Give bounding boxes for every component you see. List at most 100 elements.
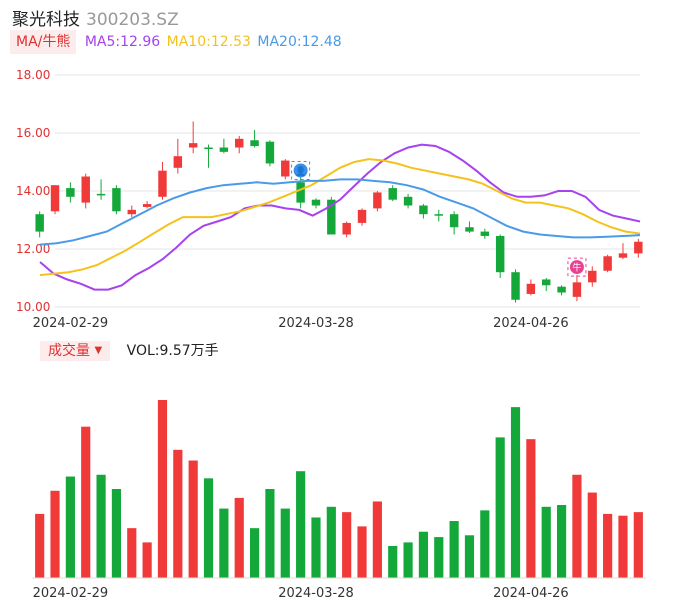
volume-value: VOL:9.57万手 — [126, 343, 219, 359]
candle-body — [388, 188, 397, 200]
ma20-value: MA20:12.48 — [257, 34, 342, 50]
candle-body — [142, 204, 152, 207]
volume-bar — [326, 506, 336, 578]
price-tick-label: 12.00 — [16, 242, 50, 256]
volume-indicator-bar: 成交量 ▼ VOL:9.57万手 — [40, 341, 219, 361]
buy-marker-icon — [293, 163, 308, 178]
candle-body — [50, 185, 60, 212]
volume-bar — [510, 407, 521, 578]
volume-bar — [111, 489, 122, 578]
candle-body — [542, 279, 551, 286]
candle-body — [403, 196, 413, 206]
volume-bar — [633, 512, 643, 578]
volume-bar — [157, 400, 168, 578]
volume-date-label: 2024-04-26 — [493, 586, 569, 601]
ma10-value: MA10:12.53 — [166, 34, 251, 50]
candle-body — [434, 214, 443, 216]
volume-bar — [603, 513, 613, 578]
candle-body — [127, 209, 136, 215]
candle-body — [480, 231, 490, 236]
candle-body — [250, 140, 259, 147]
volume-bar — [480, 510, 490, 578]
candle-body — [281, 160, 290, 177]
candle-body — [557, 286, 566, 293]
ma10-line — [39, 158, 641, 277]
volume-bar — [556, 505, 567, 578]
buy-marker-label: 👤 — [295, 165, 306, 177]
candle-body — [588, 270, 597, 283]
volume-bar — [403, 542, 413, 578]
volume-bar — [280, 508, 290, 578]
candle-body — [235, 138, 244, 148]
sell-marker-frame — [567, 257, 587, 277]
volume-bar — [249, 528, 260, 578]
volume-bar — [526, 439, 536, 578]
candle-body — [96, 193, 106, 196]
candle-body — [173, 156, 183, 168]
volume-bar — [388, 545, 398, 578]
candle-body — [419, 205, 428, 215]
candle-body — [81, 176, 90, 203]
volume-bar — [495, 437, 505, 578]
volume-bar — [418, 531, 429, 578]
candle-body — [373, 192, 382, 209]
price-tick-label: 10.00 — [16, 300, 50, 314]
volume-bar — [342, 512, 352, 578]
candle-body — [618, 253, 628, 258]
candle-body — [327, 199, 336, 235]
volume-bar — [311, 517, 321, 578]
volume-bar — [203, 478, 214, 578]
volume-bar — [587, 492, 597, 578]
candle-body — [311, 199, 321, 206]
volume-bar — [65, 476, 75, 578]
volume-bar — [541, 506, 551, 578]
candle-body — [465, 227, 474, 232]
volume-bar — [434, 537, 444, 578]
volume-bar — [449, 521, 459, 578]
volume-tab[interactable]: 成交量 ▼ — [40, 341, 111, 361]
volume-bar — [127, 528, 137, 578]
candle-body — [296, 182, 305, 203]
candle-body — [158, 170, 167, 197]
candle-body — [35, 214, 44, 232]
candle-body — [449, 214, 459, 228]
volume-bar — [234, 497, 244, 578]
volume-bar — [173, 449, 183, 578]
candle-body — [526, 283, 536, 294]
volume-bar — [50, 490, 60, 578]
candle-body — [112, 188, 121, 212]
candle-body — [495, 235, 505, 273]
volume-date-label: 2024-02-29 — [33, 586, 109, 601]
ma5-line — [39, 143, 641, 291]
price-date-label: 2024-03-28 — [278, 316, 354, 331]
volume-bar — [96, 474, 106, 578]
volume-date-label: 2024-03-28 — [278, 586, 354, 601]
volume-bar — [618, 515, 628, 578]
ma5-value: MA5:12.96 — [84, 34, 161, 50]
buy-marker-frame — [291, 161, 311, 180]
candle-body — [511, 272, 520, 300]
stock-title: 聚光科技 300203.SZ — [12, 5, 179, 30]
price-date-label: 2024-04-26 — [493, 316, 569, 331]
price-date-label: 2024-02-29 — [33, 316, 109, 331]
candle-body — [219, 147, 229, 152]
ma-indicator-bar: MA/牛熊 MA5:12.96 MA10:12.53 MA20:12.48 — [10, 30, 344, 54]
candle-body — [357, 209, 367, 223]
sell-marker-icon — [569, 260, 584, 275]
volume-bar — [142, 542, 152, 578]
sell-marker-label: 牛 — [572, 262, 581, 274]
candle-body — [188, 143, 198, 148]
volume-bar — [296, 471, 306, 578]
candle-body — [603, 256, 612, 271]
volume-bar — [188, 460, 198, 578]
volume-bar — [265, 489, 275, 578]
volume-bar — [464, 535, 475, 578]
stock-name: 聚光科技 — [12, 10, 80, 30]
volume-bar — [219, 508, 229, 578]
ma-tab[interactable]: MA/牛熊 — [10, 30, 77, 54]
volume-bar — [372, 501, 382, 578]
volume-bar — [572, 474, 582, 578]
ma20-line — [39, 178, 641, 246]
price-tick-label: 14.00 — [16, 184, 50, 198]
